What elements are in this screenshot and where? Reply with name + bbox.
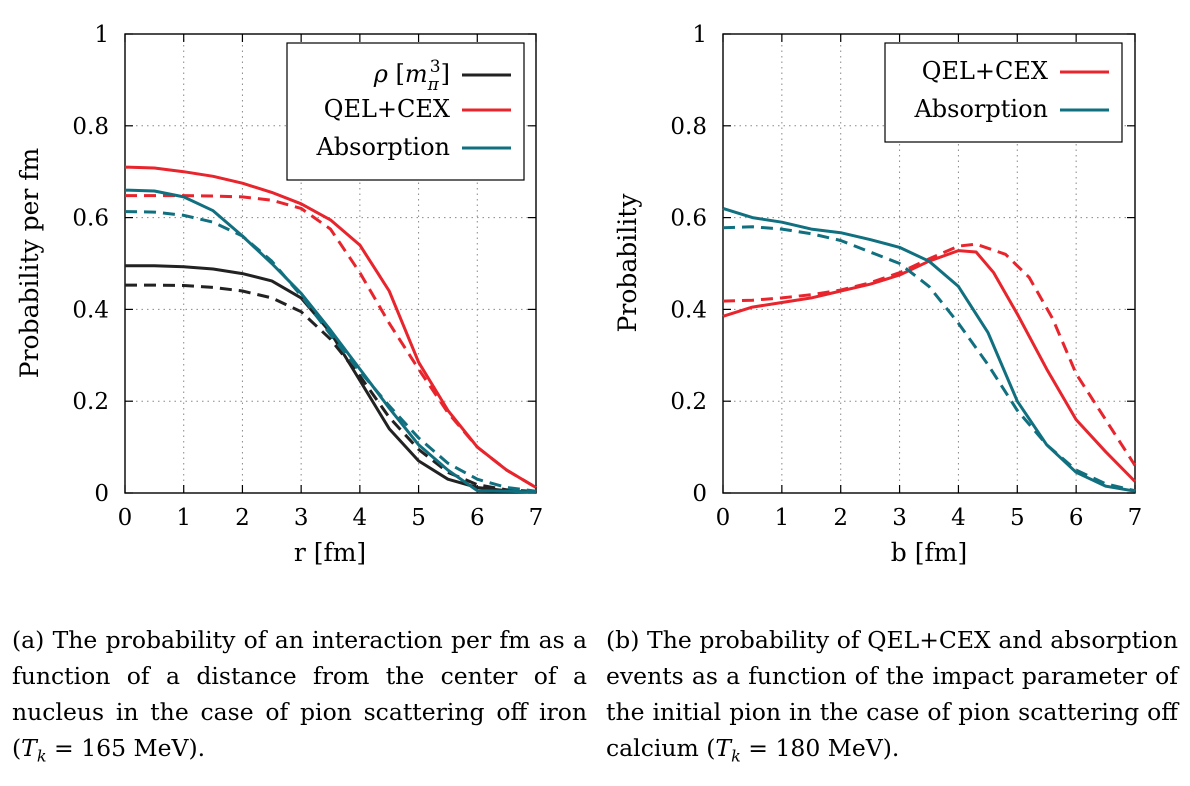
ticks-a: 0 1 2 3 4 5 6 7 0 0.2 0.4 0.6 0.8 1 [72, 22, 543, 531]
series-line-qel_cex-dashed [125, 194, 537, 489]
x-tick-label: 2 [833, 505, 848, 531]
y-tick-label: 0 [94, 481, 109, 507]
x-tick-label: 0 [118, 505, 133, 531]
y-tick-label: 0.8 [72, 114, 109, 140]
y-tick-label: 1 [692, 22, 707, 48]
chart-b: 0 1 2 3 4 5 6 7 0 0.2 0.4 0.6 0.8 1 b [fm] Probabilit… [613, 22, 1142, 567]
y-tick-label: 0.8 [670, 114, 707, 140]
series-line-absorption-dashed [124, 210, 537, 493]
y-tick-label: 0.6 [670, 206, 707, 232]
x-tick-label: 6 [470, 505, 485, 531]
caption-b-tk: Tk [715, 734, 741, 766]
y-tick-label: 1 [94, 22, 109, 48]
plot-frame-a [124, 33, 537, 494]
series-line-qel_cex-solid [722, 249, 1137, 483]
legend-a: ρ [mπ3] QEL+CEX Absorption [286, 42, 525, 181]
caption-a: (a) The probability of an interaction pe… [12, 622, 587, 775]
y-axis-label-b: Probability [613, 193, 642, 333]
y-tick-label: 0.2 [670, 389, 707, 415]
x-tick-label: 3 [892, 505, 907, 531]
x-axis-label-b: b [fm] [891, 538, 967, 567]
y-tick-label: 0.4 [670, 297, 707, 323]
chart-a: 0 1 2 3 4 5 6 7 0 0.2 0.4 0.6 0.8 1 r [fm] Probabilit… [15, 22, 543, 567]
x-axis-label-a: r [fm] [294, 538, 366, 567]
y-axis-label-a: Probability per fm [15, 147, 44, 378]
caption-a-text: The probability of an interaction per fm… [12, 626, 587, 762]
x-tick-label: 4 [951, 505, 966, 531]
x-tick-label: 0 [716, 505, 731, 531]
series-line-density-solid [125, 264, 537, 494]
x-tick-label: 2 [235, 505, 250, 531]
series-group-a [124, 165, 537, 494]
series-line-absorption-solid [722, 206, 1136, 493]
y-tick-label: 0.4 [72, 297, 109, 323]
series-group-b [722, 206, 1137, 493]
x-tick-label: 6 [1069, 505, 1084, 531]
legend-item-qel-cex-a: QEL+CEX [324, 95, 450, 123]
series-line-qel_cex-dashed [722, 242, 1137, 467]
x-tick-label: 1 [176, 505, 191, 531]
x-tick-label: 4 [353, 505, 368, 531]
legend-item-absorption-b: Absorption [913, 95, 1048, 123]
legend-b: QEL+CEX Absorption [884, 42, 1123, 143]
x-tick-label: 5 [411, 505, 426, 531]
y-tick-label: 0 [692, 481, 707, 507]
plot-frame-b [722, 33, 1136, 494]
caption-b-label: (b) [606, 626, 640, 654]
series-line-density-dashed [125, 283, 537, 494]
x-tick-label: 1 [775, 505, 790, 531]
x-tick-label: 7 [1128, 505, 1143, 531]
caption-a-energy: = 165 MeV). [46, 734, 206, 762]
caption-b-energy: = 180 MeV). [740, 734, 900, 762]
series-line-absorption-solid [124, 188, 537, 494]
legend-box-a [286, 42, 525, 181]
legend-item-qel-cex-b: QEL+CEX [922, 57, 1048, 85]
legend-box-b [884, 42, 1123, 143]
x-tick-label: 5 [1010, 505, 1025, 531]
caption-a-label: (a) [12, 626, 45, 654]
caption-a-tk: Tk [21, 734, 47, 766]
series-line-absorption-dashed [722, 225, 1136, 493]
ticks-b: 0 1 2 3 4 5 6 7 0 0.2 0.4 0.6 0.8 1 [670, 22, 1142, 531]
y-tick-label: 0.6 [72, 206, 109, 232]
x-tick-label: 3 [294, 505, 309, 531]
legend-item-absorption-a: Absorption [315, 133, 450, 161]
caption-b-text: The probability of QEL+CEX and absorptio… [606, 626, 1178, 762]
caption-b: (b) The probability of QEL+CEX and absor… [606, 622, 1178, 775]
x-tick-label: 7 [529, 505, 544, 531]
y-tick-label: 0.2 [72, 389, 109, 415]
